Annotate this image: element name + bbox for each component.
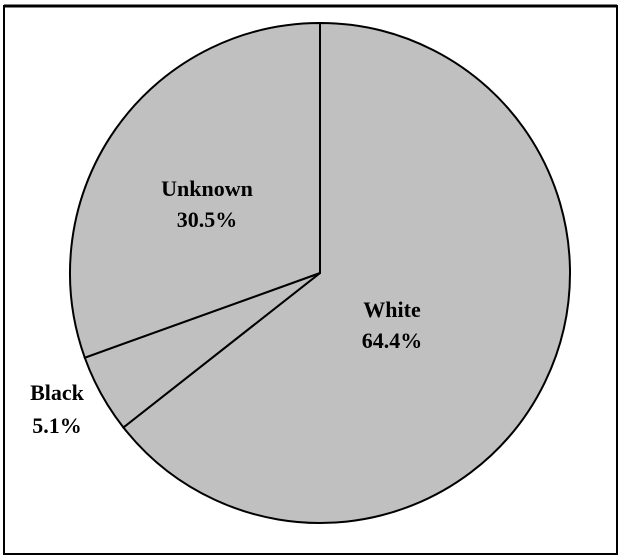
- slice-label-white-name: White: [363, 297, 421, 322]
- pie-slice-unknown: [69, 21, 321, 359]
- slice-label-black-percent: 5.1%: [32, 413, 82, 438]
- slice-label-unknown-percent: 30.5%: [177, 207, 238, 232]
- slice-label-white-percent: 64.4%: [362, 328, 423, 353]
- slice-label-black-name: Black: [30, 380, 85, 405]
- pie-slices: [69, 21, 572, 524]
- slice-label-unknown-name: Unknown: [161, 176, 253, 201]
- pie-labels: Unknown 30.5% White 64.4% Black 5.1%: [30, 176, 422, 438]
- pie-slice-white: [122, 21, 572, 524]
